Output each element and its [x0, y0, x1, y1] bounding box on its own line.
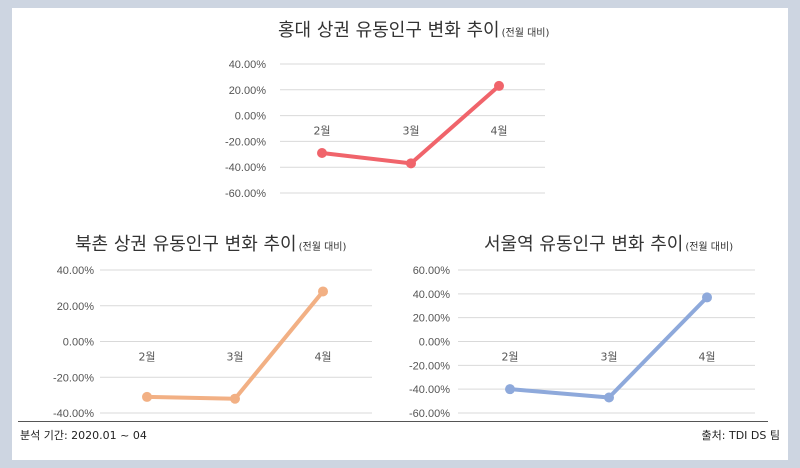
y-tick-label: -60.00%	[409, 408, 450, 420]
chart-subtitle: (전월 대비)	[298, 242, 347, 253]
y-tick-label: 0.00%	[419, 337, 450, 349]
y-tick-label: -20.00%	[409, 360, 450, 372]
chart-title-text: 북촌 상권 유동인구 변화 추이	[75, 234, 297, 255]
y-tick-label: 20.00%	[229, 85, 267, 97]
data-point	[318, 286, 328, 297]
chart-title-text: 홍대 상권 유동인구 변화 추이	[278, 20, 500, 41]
y-tick-label: -20.00%	[225, 136, 266, 148]
x-tick-label: 2월	[313, 125, 330, 138]
chart-title-text: 서울역 유동인구 변화 추이	[484, 234, 684, 255]
chart-title-bukchon: 북촌 상권 유동인구 변화 추이 (전월 대비)	[75, 230, 346, 256]
y-tick-label: -40.00%	[225, 162, 266, 174]
data-point	[406, 158, 416, 169]
data-point	[702, 292, 712, 303]
y-tick-label: -60.00%	[225, 188, 266, 200]
y-tick-label: 40.00%	[229, 59, 267, 71]
x-tick-label: 4월	[314, 351, 331, 364]
series-line	[508, 295, 709, 400]
x-tick-label: 2월	[138, 351, 155, 364]
analysis-period: 분석 기간: 2020.01 ~ 04	[20, 429, 147, 442]
chart-1: 40.00% 20.00% 0.00% -20.00% -40.00% 2월 3월 4월	[53, 265, 372, 420]
x-tick-label: 3월	[226, 351, 243, 364]
y-tick-label: -20.00%	[53, 372, 94, 384]
series-line	[145, 289, 325, 401]
y-tick-label: -40.00%	[53, 408, 94, 420]
footer-divider	[18, 421, 768, 422]
y-tick-label: 20.00%	[413, 313, 451, 325]
y-tick-label: 0.00%	[235, 111, 266, 123]
y-tick-label: -40.00%	[409, 384, 450, 396]
data-point	[142, 391, 152, 402]
data-point	[604, 392, 614, 403]
x-tick-label: 3월	[600, 351, 617, 364]
chart-title-hongdae: 홍대 상권 유동인구 변화 추이 (전월 대비)	[278, 16, 549, 42]
data-source: 출처: TDI DS 팀	[701, 429, 780, 442]
chart-2: 60.00% 40.00% 20.00% 0.00% -20.00% -40.00% -60…	[409, 265, 755, 420]
y-tick-label: 20.00%	[57, 301, 95, 313]
chart-title-seoul-station: 서울역 유동인구 변화 추이 (전월 대비)	[484, 230, 733, 256]
data-point	[317, 148, 327, 159]
y-tick-label: 40.00%	[413, 289, 451, 301]
chart-subtitle: (전월 대비)	[685, 242, 734, 253]
x-tick-label: 4월	[490, 125, 507, 138]
y-tick-label: 40.00%	[57, 265, 95, 277]
page-frame	[12, 8, 788, 460]
y-tick-label: 60.00%	[413, 265, 451, 277]
y-tick-label: 0.00%	[63, 337, 94, 349]
chart-0: 40.00% 20.00% 0.00% -20.00% -40.00% -60.00% 2월…	[225, 59, 545, 200]
x-tick-label: 4월	[698, 351, 715, 364]
chart-subtitle: (전월 대비)	[501, 28, 550, 39]
data-point	[230, 393, 240, 404]
data-point	[505, 384, 515, 395]
data-point	[494, 80, 504, 91]
x-tick-label: 2월	[501, 351, 518, 364]
x-tick-label: 3월	[402, 125, 419, 138]
